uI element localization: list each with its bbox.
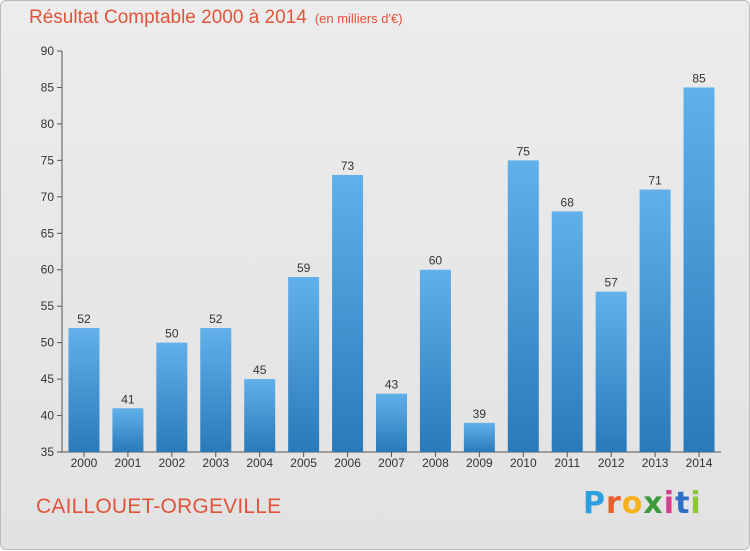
x-tick-label: 2002 (158, 456, 185, 470)
x-tick-label: 2004 (246, 456, 273, 470)
x-tick-label: 2014 (686, 456, 713, 470)
y-tick-label: 90 (41, 44, 55, 58)
logo-letter: i (663, 486, 676, 521)
bar (112, 408, 144, 452)
bar-value-label: 75 (517, 144, 531, 158)
bar-value-label: 52 (77, 312, 91, 326)
bar (419, 269, 451, 452)
x-tick-label: 2000 (71, 456, 98, 470)
logo-letter: i (690, 486, 702, 521)
logo-letter: P (583, 486, 606, 521)
bar-value-label: 45 (253, 363, 267, 377)
commune-name: CAILLOUET-ORGEVILLE (36, 495, 282, 518)
bar (156, 342, 188, 452)
bar-value-label: 57 (604, 276, 618, 290)
x-tick-label: 2005 (290, 456, 317, 470)
x-tick-label: 2009 (466, 456, 493, 470)
bar (200, 328, 232, 452)
logo-letter: t (675, 486, 691, 521)
x-tick-label: 2007 (378, 456, 405, 470)
y-tick-label: 65 (41, 226, 55, 240)
x-tick-label: 2003 (202, 456, 229, 470)
x-tick-label: 2010 (510, 456, 537, 470)
y-tick-label: 45 (41, 372, 55, 386)
bar-value-label: 50 (165, 327, 179, 341)
bar (551, 211, 583, 452)
x-tick-label: 2001 (115, 456, 142, 470)
y-tick-label: 35 (41, 445, 55, 459)
y-tick-label: 80 (41, 117, 55, 131)
logo-letter: r (606, 486, 622, 521)
bar (595, 291, 627, 452)
x-tick-label: 2006 (334, 456, 361, 470)
y-tick-label: 70 (41, 190, 55, 204)
bar (244, 379, 276, 452)
chart-title: Résultat Comptable 2000 à 2014 (en millie… (29, 7, 403, 29)
bar-value-label: 41 (121, 392, 135, 406)
y-tick-label: 75 (41, 153, 55, 167)
bar-value-label: 85 (692, 71, 706, 85)
logo-letter: o (621, 486, 644, 521)
bar-value-label: 60 (429, 254, 443, 268)
bar-value-label: 71 (648, 174, 662, 188)
logo-letter: x (643, 486, 664, 521)
chart-title-text: Résultat Comptable 2000 à 2014 (29, 7, 307, 28)
proxiti-logo: Proxiti (583, 486, 702, 521)
bar (463, 422, 495, 452)
bar (639, 189, 671, 452)
x-tick-label: 2011 (554, 456, 580, 470)
bar-value-label: 68 (561, 195, 575, 209)
bar (332, 174, 364, 453)
y-tick-label: 40 (41, 409, 55, 423)
bar-value-label: 39 (473, 407, 487, 421)
bar-value-label: 73 (341, 159, 355, 173)
y-tick-label: 55 (41, 299, 55, 313)
bar (376, 393, 407, 452)
x-tick-label: 2008 (422, 456, 449, 470)
bar (683, 87, 715, 453)
bar (288, 277, 320, 452)
bar-value-label: 52 (209, 312, 223, 326)
bar (68, 328, 100, 452)
chart-subtitle: (en milliers d'€) (314, 11, 403, 26)
bar-value-label: 43 (385, 378, 399, 392)
bar (507, 160, 539, 452)
y-tick-label: 60 (41, 263, 55, 277)
y-tick-label: 85 (41, 80, 55, 94)
bar-value-label: 59 (297, 261, 311, 275)
x-tick-label: 2012 (598, 456, 625, 470)
x-tick-label: 2013 (642, 456, 669, 470)
y-tick-label: 50 (41, 336, 55, 350)
